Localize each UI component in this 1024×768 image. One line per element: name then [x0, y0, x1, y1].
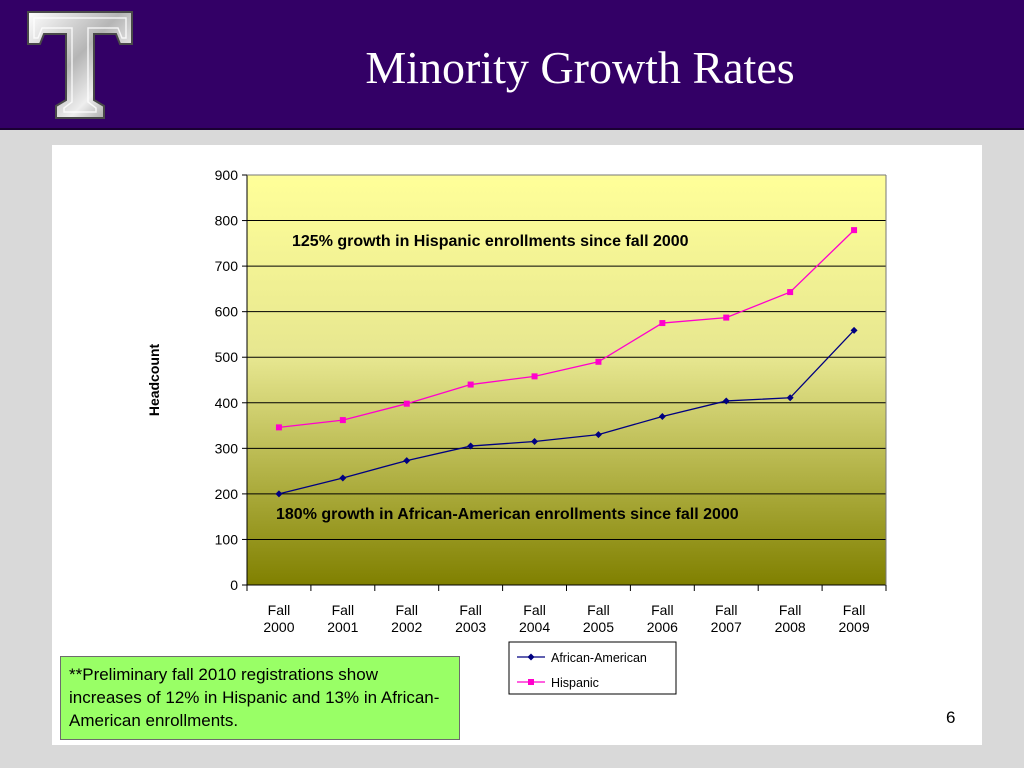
x-tick-label: Fall	[779, 602, 802, 618]
x-tick-label: 2005	[583, 619, 614, 635]
y-tick-label: 100	[215, 531, 239, 547]
data-point	[403, 400, 410, 407]
legend	[508, 641, 677, 695]
data-point	[595, 358, 602, 365]
data-point	[467, 381, 474, 388]
title-bar-rule	[0, 128, 1024, 130]
x-tick-label: Fall	[459, 602, 482, 618]
data-point	[787, 289, 794, 296]
data-point	[659, 320, 666, 327]
data-point	[723, 314, 730, 321]
x-tick-label: Fall	[587, 602, 610, 618]
legend-swatch-marker	[528, 679, 534, 685]
x-tick-label: 2003	[455, 619, 486, 635]
university-t-logo	[27, 11, 133, 119]
x-tick-label: Fall	[395, 602, 418, 618]
series-line	[278, 229, 855, 429]
data-point	[339, 417, 346, 424]
y-tick-label: 700	[215, 258, 239, 274]
data-point	[658, 412, 666, 420]
page-number: 6	[946, 708, 956, 727]
legend-label: African-American	[551, 651, 647, 665]
x-tick-label: 2009	[838, 619, 869, 635]
data-point	[722, 397, 730, 405]
data-point	[403, 457, 411, 465]
y-tick-label: 300	[215, 440, 239, 456]
x-tick-label: Fall	[843, 602, 866, 618]
x-tick-label: Fall	[651, 602, 674, 618]
x-tick-label: Fall	[715, 602, 738, 618]
plot-area	[247, 175, 886, 585]
x-tick-label: 2004	[519, 619, 550, 635]
data-point	[339, 474, 347, 482]
data-point	[467, 442, 475, 450]
y-tick-label: 400	[215, 395, 239, 411]
data-point	[786, 394, 794, 402]
title-bar	[0, 0, 1024, 130]
y-tick-label: 200	[215, 486, 239, 502]
preliminary-note: **Preliminary fall 2010 registrations sh…	[60, 656, 460, 740]
x-tick-label: Fall	[268, 602, 291, 618]
x-tick-label: 2006	[647, 619, 678, 635]
legend-label: Hispanic	[551, 676, 599, 690]
x-tick-label: 2008	[775, 619, 806, 635]
legend-swatch-marker	[527, 653, 535, 661]
x-tick-label: 2001	[327, 619, 358, 635]
data-point	[851, 227, 858, 234]
y-tick-label: 0	[230, 577, 238, 593]
x-tick-label: 2000	[263, 619, 294, 635]
y-tick-label: 900	[215, 167, 239, 183]
x-tick-label: 2007	[711, 619, 742, 635]
data-point	[850, 326, 858, 334]
chart-panel: 0 100 200 300 400 500 600 700 800 900 Fall 2000 Fall…	[52, 145, 982, 745]
y-tick-label: 600	[215, 304, 239, 320]
series-line	[278, 329, 855, 495]
data-point	[594, 431, 602, 439]
data-point	[531, 373, 538, 380]
x-tick-label: 2002	[391, 619, 422, 635]
data-point	[531, 438, 539, 445]
data-point	[275, 424, 282, 431]
data-point	[275, 490, 283, 498]
line-chart: 0100200300400500600700800900Fall2000Fall…	[146, 167, 887, 695]
y-tick-label: 800	[215, 213, 239, 229]
y-tick-label: 500	[215, 349, 239, 365]
annotation-hispanic: 125% growth in Hispanic enrollments sinc…	[292, 233, 689, 250]
annotation-african-american: 180% growth in African-American enrollme…	[276, 506, 739, 523]
slide-title: Minority Growth Rates	[365, 42, 795, 93]
x-tick-label: Fall	[523, 602, 546, 618]
x-tick-label: Fall	[332, 602, 355, 618]
y-axis-label: Headcount	[146, 343, 162, 416]
